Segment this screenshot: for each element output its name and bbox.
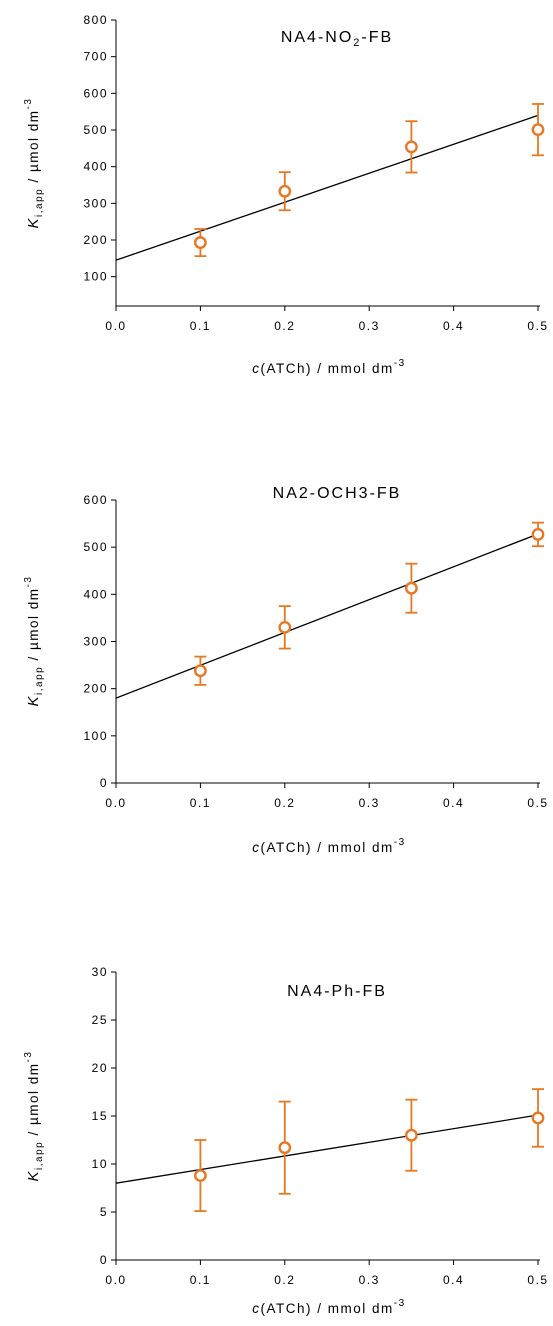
y-tick-label: 600 [83,86,108,100]
y-tick-label: 25 [92,1013,108,1027]
chart-title: NA4-NO2-FB [281,29,393,49]
x-tick-label: 0.3 [359,319,380,333]
data-point [278,184,292,198]
y-tick-label: 300 [83,635,108,649]
y-axis-label: Ki,app / µmol dm-3 [23,576,45,707]
y-tick-label: 400 [83,160,108,174]
y-tick-label: 0 [100,1253,108,1267]
y-tick-label: 500 [83,540,108,554]
y-tick-label: 200 [83,233,108,247]
x-tick-label: 0.1 [190,796,211,810]
x-axis-label: c(ATCh) / mmol dm-3 [252,1298,405,1316]
data-point [193,236,207,249]
y-tick-label: 5 [100,1205,108,1219]
data-point [278,620,292,634]
x-tick-label: 0.2 [274,319,295,333]
data-point [404,140,418,154]
x-tick-label: 0.0 [105,796,126,810]
data-point [404,1128,418,1142]
y-tick-label: 20 [92,1061,108,1075]
chart-title: NA4-Ph-FB [287,983,387,1000]
y-tick-label: 15 [92,1109,108,1123]
x-tick-label: 0.2 [274,796,295,810]
y-tick-label: 400 [83,587,108,601]
x-tick-label: 0.1 [190,319,211,333]
x-tick-label: 0.5 [527,1273,548,1287]
y-tick-label: 100 [83,270,108,284]
y-tick-label: 800 [83,13,108,27]
y-tick-label: 10 [92,1157,108,1171]
data-point [531,123,545,137]
x-tick-label: 0.1 [190,1273,211,1287]
x-axis-label: c(ATCh) / mmol dm-3 [252,358,405,376]
data-point [531,1111,545,1125]
x-tick-label: 0.2 [274,1273,295,1287]
y-tick-label: 300 [83,196,108,210]
y-tick-label: 200 [83,682,108,696]
y-tick-label: 500 [83,123,108,137]
x-axis-label: c(ATCh) / mmol dm-3 [252,837,405,855]
y-tick-label: 600 [83,493,108,507]
data-point [531,528,545,541]
fit-line [115,1114,539,1184]
x-tick-label: 0.5 [527,319,548,333]
x-tick-label: 0.4 [443,319,464,333]
fit-line [115,114,539,261]
x-tick-label: 0.4 [443,1273,464,1287]
x-tick-label: 0.4 [443,796,464,810]
data-point [193,1169,207,1182]
x-tick-label: 0.3 [359,796,380,810]
y-axis-label: Ki,app / µmol dm-3 [23,1051,45,1182]
x-tick-label: 0.3 [359,1273,380,1287]
fit-line [115,533,539,699]
chart-2: 0.0 0.1 0.2 0.3 0.4 0.5 0 100 200 300 400 500 600 NA2… [23,485,548,855]
chart-3: 0.0 0.1 0.2 0.3 0.4 0.5 0 5 10 15 20 25 30 NA4-Ph-FB c… [23,965,548,1316]
y-tick-label: 0 [100,776,108,790]
y-tick-label: 100 [83,729,108,743]
y-axis-label: Ki,app / µmol dm-3 [23,98,45,229]
x-tick-label: 0.5 [527,796,548,810]
data-point [278,1141,292,1155]
data-point [193,664,207,678]
x-tick-label: 0.0 [105,319,126,333]
y-tick-label: 30 [92,965,108,979]
data-point [404,581,418,595]
chart-title: NA2-OCH3-FB [273,485,402,502]
x-tick-label: 0.0 [105,1273,126,1287]
chart-1: 0.0 0.1 0.2 0.3 0.4 0.5 100 200 300 400 500 600 700 8… [23,13,548,376]
y-tick-label: 700 [83,50,108,64]
